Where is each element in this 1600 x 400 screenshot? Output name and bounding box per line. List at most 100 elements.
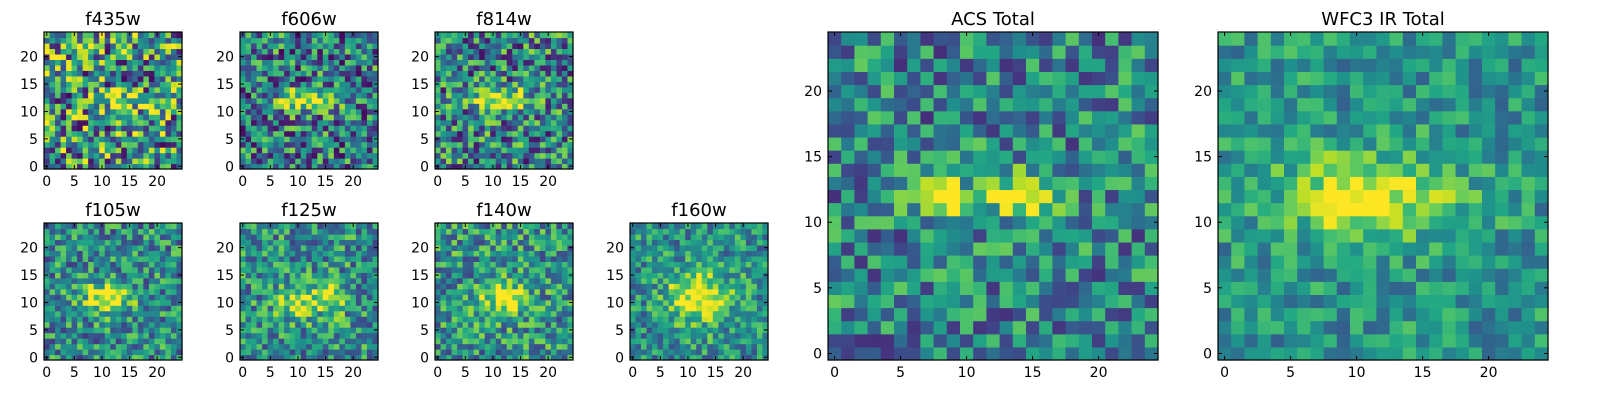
heatmap-cell (115, 349, 122, 356)
heatmap-cell (240, 338, 247, 345)
heatmap-cell (322, 125, 329, 132)
heatmap-cell (121, 97, 128, 104)
heatmap-cell (170, 255, 178, 262)
heatmap-cell (534, 125, 541, 132)
heatmap-cell (635, 228, 642, 235)
heatmap-cell (828, 228, 842, 243)
heatmap-cell (366, 86, 374, 93)
x-tick-label: 15 (707, 365, 725, 381)
heatmap-cell (159, 343, 167, 350)
heatmap-cell (674, 266, 681, 273)
heatmap-cell (284, 163, 291, 170)
heatmap-cell (635, 266, 642, 273)
heatmap-cell (457, 97, 464, 104)
heatmap-cell (262, 332, 269, 339)
heatmap-cell (289, 316, 296, 323)
heatmap-cell (718, 277, 725, 284)
heatmap-cell (723, 299, 730, 306)
heatmap-cell (306, 343, 313, 350)
heatmap-cell (350, 42, 357, 50)
heatmap-cell (372, 250, 379, 257)
heatmap-cell (256, 266, 263, 273)
heatmap-cell (528, 37, 535, 44)
heatmap-cell (49, 299, 56, 306)
heatmap-cell (707, 349, 714, 356)
heatmap-cell (154, 233, 161, 241)
heatmap-cell (506, 108, 513, 115)
heatmap-cell (159, 141, 167, 148)
heatmap-cell (457, 233, 464, 241)
heatmap-cell (267, 332, 274, 339)
heatmap-cell (49, 294, 56, 301)
heatmap-cell (339, 321, 346, 328)
heatmap-cell (361, 48, 368, 55)
heatmap-cell (920, 202, 935, 217)
heatmap-cell (60, 255, 67, 262)
heatmap-cell (132, 70, 139, 77)
heatmap-cell (501, 81, 508, 88)
heatmap-cell (745, 332, 753, 339)
heatmap-cell (165, 266, 172, 273)
heatmap-cell (517, 64, 524, 71)
heatmap-cell (121, 239, 128, 246)
heatmap-cell (1026, 294, 1040, 309)
heatmap-cell (550, 163, 558, 170)
heatmap-cell (88, 338, 95, 345)
heatmap-cell (126, 266, 133, 273)
heatmap-cell (1026, 202, 1040, 217)
heatmap-cell (317, 92, 324, 99)
heatmap-cell (1078, 202, 1093, 217)
heatmap-cell (446, 75, 453, 82)
heatmap-cell (88, 70, 95, 77)
heatmap-cell (93, 310, 100, 317)
heatmap-cell (306, 223, 313, 230)
heatmap-cell (339, 37, 346, 44)
heatmap-cell (273, 103, 280, 110)
heatmap-cell (484, 103, 491, 110)
heatmap-cell (446, 233, 453, 241)
heatmap-cell (973, 202, 987, 217)
heatmap-cell (159, 261, 167, 268)
heatmap-cell (528, 53, 535, 60)
heatmap-cell (262, 152, 269, 159)
heatmap-cell (652, 266, 659, 273)
heatmap-cell (457, 327, 464, 334)
heatmap-cell (440, 42, 447, 50)
heatmap-cell (44, 97, 51, 104)
heatmap-cell (484, 332, 491, 339)
heatmap-cell (523, 158, 530, 165)
heatmap-cell (523, 354, 530, 361)
heatmap-cell (240, 75, 247, 82)
heatmap-cell (49, 244, 56, 251)
heatmap-cell (344, 305, 351, 312)
heatmap-cell (93, 48, 100, 55)
heatmap-cell (545, 299, 552, 306)
heatmap-cell (641, 283, 648, 290)
heatmap-cell (473, 332, 480, 339)
heatmap-cell (539, 223, 546, 230)
heatmap-cell (137, 97, 144, 104)
heatmap-cell (534, 147, 541, 154)
heatmap-cell (82, 338, 89, 345)
heatmap-cell (284, 239, 291, 246)
heatmap-cell (556, 354, 563, 361)
heatmap-cell (484, 261, 491, 268)
heatmap-cell (88, 75, 95, 82)
heatmap-cell (468, 53, 475, 60)
heatmap-cell (366, 332, 374, 339)
y-tick-label: 20 (216, 50, 234, 66)
heatmap-cell (740, 250, 747, 257)
heatmap-cell (66, 228, 73, 235)
heatmap-cell (512, 158, 519, 165)
heatmap-cell (49, 163, 56, 170)
heatmap-cell (512, 108, 519, 115)
heatmap-cell (148, 321, 155, 328)
heatmap-cell (245, 147, 252, 154)
heatmap-cell (462, 64, 469, 71)
heatmap-cell (82, 288, 89, 295)
heatmap-cell (317, 119, 324, 126)
heatmap-cell (49, 321, 56, 328)
heatmap-cell (641, 299, 648, 306)
heatmap-cell (110, 86, 117, 93)
heatmap-cell (328, 316, 335, 323)
